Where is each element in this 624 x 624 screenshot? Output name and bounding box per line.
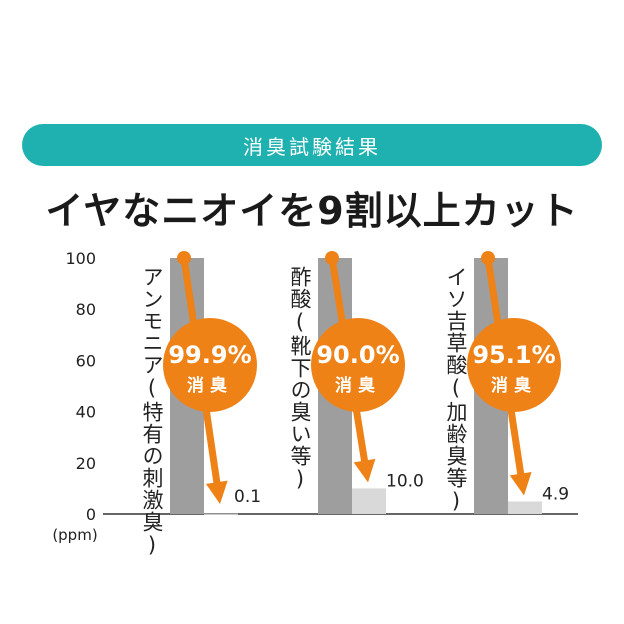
reduction-arrow-head bbox=[205, 480, 228, 504]
reduction-badge bbox=[163, 318, 257, 412]
after-value-label: 10.0 bbox=[386, 471, 424, 491]
reduction-label: 消臭 bbox=[187, 375, 233, 396]
after-value-label: 4.9 bbox=[542, 484, 569, 504]
category-label: アンモニア(特有の刺激臭) bbox=[140, 266, 164, 558]
reduction-arrow-head bbox=[353, 458, 376, 483]
y-tick-label: 100 bbox=[65, 249, 96, 268]
reduction-value: 95.1% bbox=[472, 341, 555, 369]
y-tick-label: 80 bbox=[76, 300, 96, 319]
after-bar bbox=[352, 488, 386, 514]
after-bar bbox=[204, 513, 238, 515]
reduction-arrow-head bbox=[509, 472, 532, 496]
unit-label: (ppm) bbox=[52, 526, 97, 544]
reduction-value: 90.0% bbox=[316, 341, 399, 369]
reduction-badge bbox=[467, 318, 561, 412]
category-label: 酢酸(靴下の臭い等) bbox=[288, 266, 312, 492]
arrow-start-dot bbox=[177, 251, 191, 265]
arrow-start-dot bbox=[325, 251, 339, 265]
reduction-label: 消臭 bbox=[335, 375, 381, 396]
y-tick-label: 60 bbox=[76, 351, 96, 370]
after-bar bbox=[508, 501, 542, 514]
reduction-value: 99.9% bbox=[168, 341, 251, 369]
after-value-label: 0.1 bbox=[234, 487, 261, 507]
category-label: イソ吉草酸(加齢臭等) bbox=[444, 266, 468, 514]
title-banner: 消臭試験結果 bbox=[22, 124, 602, 166]
y-tick-label: 20 bbox=[76, 454, 96, 473]
headline: イヤなニオイを9割以上カット bbox=[45, 189, 579, 233]
banner-label: 消臭試験結果 bbox=[243, 134, 381, 159]
y-tick-label: 0 bbox=[86, 505, 96, 524]
arrow-start-dot bbox=[481, 251, 495, 265]
reduction-badge bbox=[311, 318, 405, 412]
y-tick-label: 40 bbox=[76, 403, 96, 422]
reduction-label: 消臭 bbox=[491, 375, 537, 396]
